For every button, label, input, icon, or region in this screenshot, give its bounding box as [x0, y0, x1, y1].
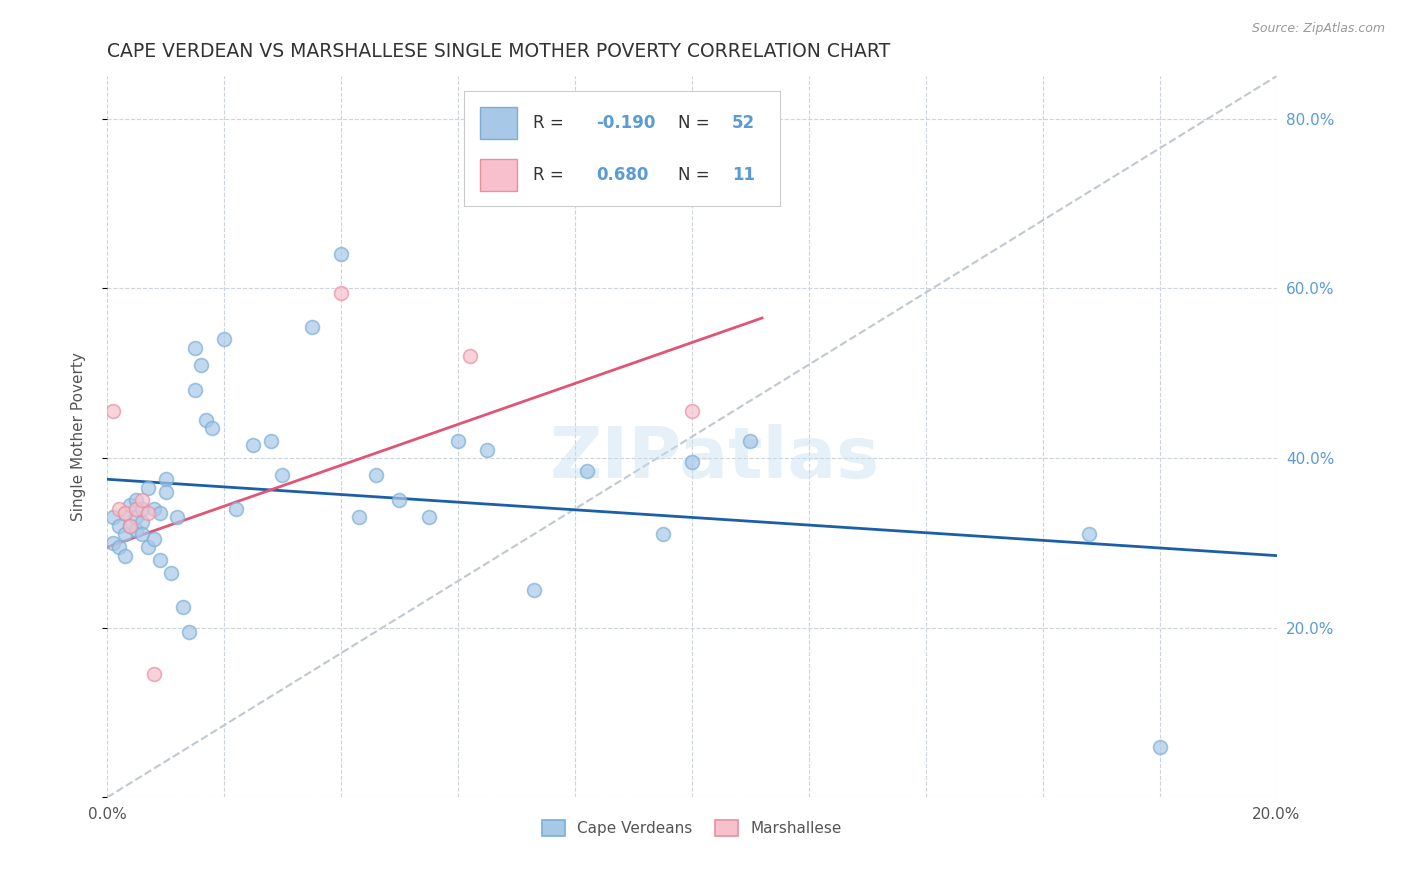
- Marshallese: [107, 502, 129, 516]
- Cape Verdeans: [120, 519, 142, 533]
- Cape Verdeans: [1078, 527, 1101, 541]
- Cape Verdeans: [120, 498, 142, 512]
- Cape Verdeans: [364, 468, 387, 483]
- Cape Verdeans: [177, 625, 200, 640]
- Marshallese: [120, 519, 142, 533]
- Cape Verdeans: [101, 536, 124, 550]
- Cape Verdeans: [271, 468, 294, 483]
- Cape Verdeans: [190, 358, 212, 372]
- Cape Verdeans: [172, 599, 194, 614]
- Cape Verdeans: [225, 502, 247, 516]
- Cape Verdeans: [523, 582, 546, 597]
- Cape Verdeans: [131, 527, 153, 541]
- Cape Verdeans: [125, 493, 148, 508]
- Cape Verdeans: [184, 383, 207, 397]
- Marshallese: [458, 349, 481, 363]
- Cape Verdeans: [136, 540, 159, 554]
- Cape Verdeans: [114, 506, 136, 520]
- Marshallese: [681, 404, 703, 418]
- Cape Verdeans: [155, 485, 177, 500]
- Cape Verdeans: [201, 421, 224, 435]
- Legend: Cape Verdeans, Marshallese: Cape Verdeans, Marshallese: [534, 813, 849, 844]
- Cape Verdeans: [142, 502, 165, 516]
- Marshallese: [114, 506, 136, 520]
- Cape Verdeans: [160, 566, 183, 580]
- Cape Verdeans: [388, 493, 411, 508]
- Cape Verdeans: [575, 464, 598, 478]
- Cape Verdeans: [195, 413, 218, 427]
- Cape Verdeans: [740, 434, 762, 448]
- Text: CAPE VERDEAN VS MARSHALLESE SINGLE MOTHER POVERTY CORRELATION CHART: CAPE VERDEAN VS MARSHALLESE SINGLE MOTHE…: [107, 42, 890, 61]
- Y-axis label: Single Mother Poverty: Single Mother Poverty: [72, 352, 86, 521]
- Cape Verdeans: [125, 523, 148, 537]
- Cape Verdeans: [142, 532, 165, 546]
- Cape Verdeans: [184, 341, 207, 355]
- Cape Verdeans: [107, 540, 129, 554]
- Cape Verdeans: [418, 510, 440, 524]
- Cape Verdeans: [447, 434, 470, 448]
- Marshallese: [131, 493, 153, 508]
- Text: Source: ZipAtlas.com: Source: ZipAtlas.com: [1251, 22, 1385, 36]
- Cape Verdeans: [114, 527, 136, 541]
- Cape Verdeans: [131, 515, 153, 529]
- Marshallese: [136, 506, 159, 520]
- Cape Verdeans: [149, 506, 172, 520]
- Cape Verdeans: [131, 502, 153, 516]
- Cape Verdeans: [330, 247, 353, 261]
- Marshallese: [142, 667, 165, 681]
- Cape Verdeans: [260, 434, 283, 448]
- Cape Verdeans: [155, 472, 177, 486]
- Cape Verdeans: [101, 510, 124, 524]
- Cape Verdeans: [212, 332, 235, 346]
- Cape Verdeans: [125, 510, 148, 524]
- Cape Verdeans: [114, 549, 136, 563]
- Cape Verdeans: [301, 319, 323, 334]
- Cape Verdeans: [242, 438, 264, 452]
- Cape Verdeans: [107, 519, 129, 533]
- Cape Verdeans: [681, 455, 703, 469]
- Cape Verdeans: [149, 553, 172, 567]
- Cape Verdeans: [347, 510, 370, 524]
- Cape Verdeans: [651, 527, 673, 541]
- Cape Verdeans: [136, 481, 159, 495]
- Marshallese: [101, 404, 124, 418]
- Marshallese: [330, 285, 353, 300]
- Marshallese: [125, 502, 148, 516]
- Text: ZIPatlas: ZIPatlas: [550, 424, 880, 493]
- Cape Verdeans: [475, 442, 498, 457]
- Cape Verdeans: [166, 510, 188, 524]
- Cape Verdeans: [1149, 739, 1171, 754]
